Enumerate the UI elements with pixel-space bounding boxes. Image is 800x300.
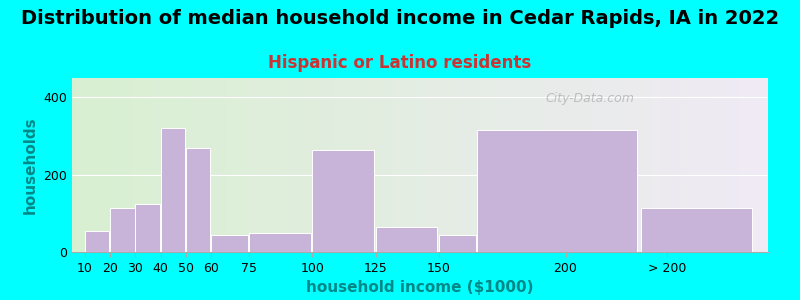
Text: Distribution of median household income in Cedar Rapids, IA in 2022: Distribution of median household income …: [21, 9, 779, 28]
Text: Hispanic or Latino residents: Hispanic or Latino residents: [268, 54, 532, 72]
Bar: [161, 128, 185, 252]
Bar: [85, 231, 110, 252]
Bar: [477, 130, 637, 252]
Bar: [211, 235, 248, 252]
Bar: [439, 235, 476, 252]
Text: City-Data.com: City-Data.com: [546, 92, 634, 105]
Bar: [186, 148, 210, 252]
X-axis label: household income ($1000): household income ($1000): [306, 280, 534, 295]
Bar: [376, 227, 437, 252]
Bar: [110, 208, 134, 252]
Bar: [642, 208, 752, 252]
Bar: [249, 233, 310, 252]
Y-axis label: households: households: [22, 116, 38, 214]
Bar: [135, 204, 160, 252]
Bar: [313, 149, 374, 252]
